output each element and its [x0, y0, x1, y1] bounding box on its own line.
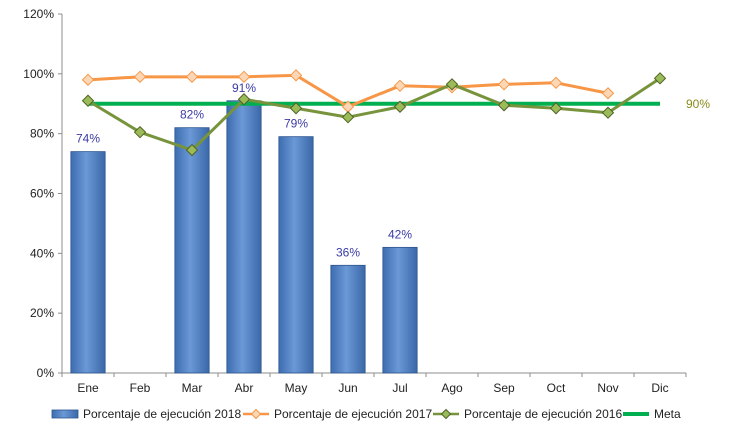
x-tick-label: Ago: [441, 381, 463, 395]
goal-line-group: 90%: [88, 97, 710, 111]
legend-label: Meta: [654, 407, 681, 421]
y-tick-label: 80%: [30, 127, 54, 141]
legend-swatch-bar: [51, 409, 79, 419]
legend-label: Porcentaje de ejecución 2017: [274, 407, 432, 421]
bar-data-label: 42%: [388, 227, 412, 241]
bar-data-label: 91%: [232, 81, 256, 95]
y-tick-label: 20%: [30, 306, 54, 320]
x-tick-label: Dic: [651, 381, 668, 395]
bar-labels: 74% 82% 91% 79% 36% 42%: [76, 81, 412, 260]
bar: [226, 100, 262, 374]
lines: [81, 69, 667, 157]
legend-swatch-marker: [440, 408, 452, 420]
series-point: [133, 125, 147, 139]
legend-label: Porcentaje de ejecución 2016: [464, 407, 622, 421]
series-line-2016: [87, 77, 661, 152]
x-tick-label: Jul: [392, 381, 407, 395]
y-tick-label: 100%: [23, 67, 54, 81]
series-point: [341, 111, 355, 124]
bar: [174, 127, 210, 374]
series-point: [81, 73, 95, 87]
bar: [382, 246, 418, 374]
x-tick-label: Abr: [235, 381, 254, 395]
x-axis: Ene Feb Mar Abr May Jun Jul Ago Sep Oct Nov Dic: [61, 372, 687, 395]
y-tick-label: 40%: [30, 246, 54, 260]
bar: [330, 264, 366, 374]
y-tick-label: 120%: [23, 7, 54, 21]
bar: [278, 136, 314, 374]
series-point: [133, 70, 147, 84]
legend-label: Porcentaje de ejecución 2018: [83, 407, 241, 421]
series-point: [237, 70, 251, 84]
series-point: [497, 78, 511, 91]
y-tick-label: 0%: [37, 366, 55, 380]
legend-swatch-marker: [250, 408, 262, 420]
bars: [70, 100, 418, 374]
y-tick-label: 60%: [30, 187, 54, 201]
x-tick-label: May: [285, 381, 308, 395]
x-tick-label: Feb: [130, 381, 151, 395]
series-point: [185, 143, 199, 157]
series-point: [497, 99, 511, 112]
series-point: [601, 106, 615, 119]
x-tick-label: Jun: [338, 381, 357, 395]
x-tick-label: Mar: [182, 381, 203, 395]
series-point: [185, 70, 199, 84]
series-point: [289, 69, 303, 82]
series-point: [549, 102, 563, 115]
series-point: [601, 87, 615, 100]
x-tick-label: Oct: [547, 381, 566, 395]
series-point: [289, 102, 303, 115]
bar-data-label: 79%: [284, 117, 308, 131]
series-point: [445, 78, 459, 91]
bar-data-label: 36%: [336, 245, 360, 259]
series-point: [81, 94, 95, 107]
series-point: [237, 93, 251, 106]
series-point: [393, 79, 407, 93]
goal-label: 90%: [686, 97, 710, 111]
bar-data-label: 74%: [76, 132, 100, 146]
x-tick-label: Ene: [77, 381, 99, 395]
series-point: [653, 72, 667, 85]
x-tick-label: Nov: [597, 381, 618, 395]
series-point: [393, 100, 407, 113]
series-point: [549, 76, 563, 90]
legend: Porcentaje de ejecución 2018 Porcentaje d…: [51, 407, 681, 421]
y-axis: 0% 20% 40% 60% 80% 100% 120%: [23, 7, 63, 380]
bar: [70, 151, 106, 374]
x-tick-label: Sep: [493, 381, 515, 395]
bar-data-label: 82%: [180, 108, 204, 122]
